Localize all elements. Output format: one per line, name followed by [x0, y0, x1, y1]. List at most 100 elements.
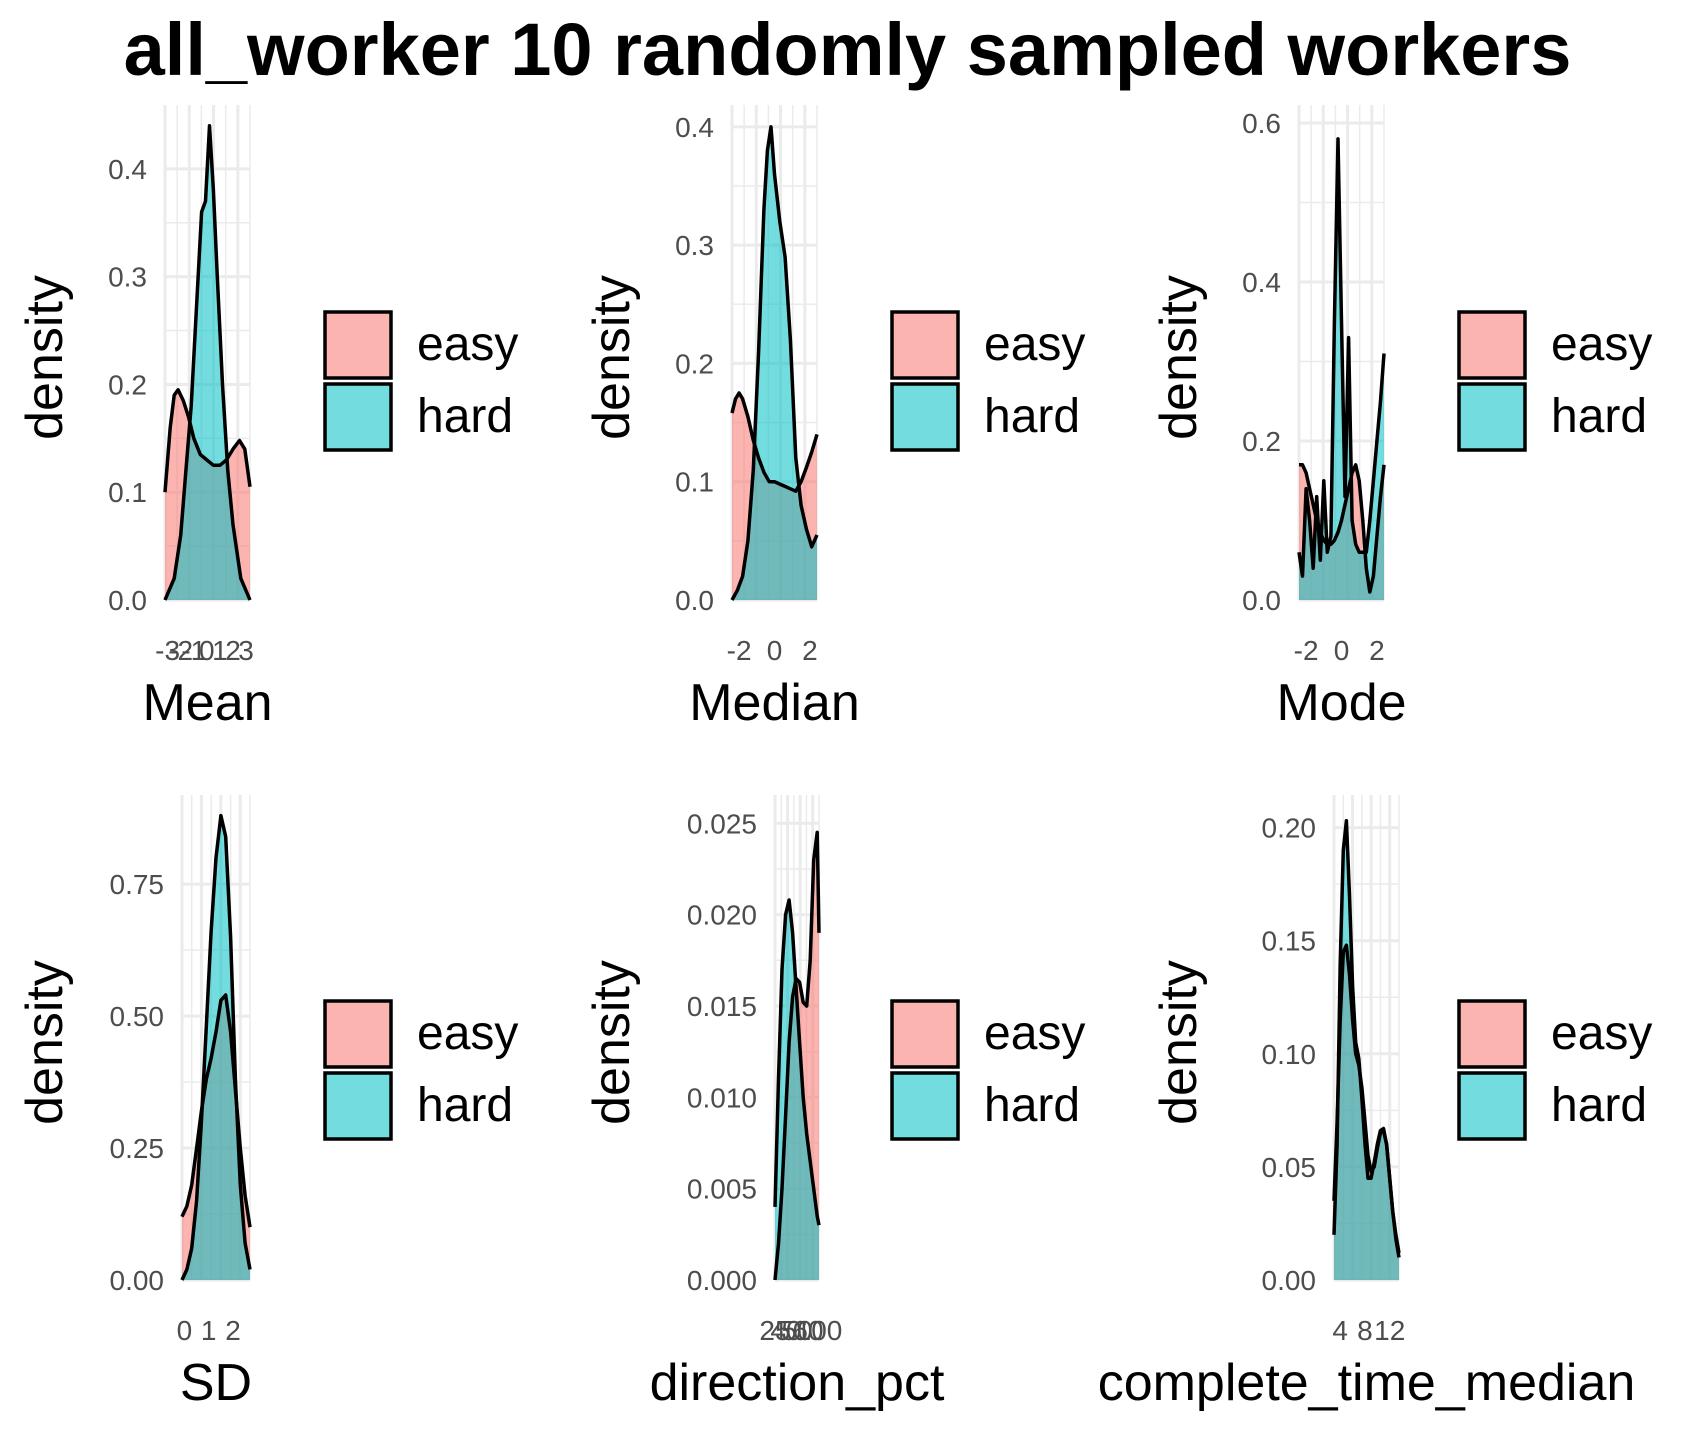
density-line-easy [1299, 463, 1386, 594]
legend-key-easy [1457, 999, 1527, 1069]
y-tick-label: 0.0 [108, 585, 147, 616]
x-tick-label: 2 [225, 635, 241, 666]
y-tick-label: 0.025 [687, 808, 757, 839]
x-tick-label: 2 [1369, 635, 1385, 666]
y-tick-label: 0.000 [687, 1265, 757, 1296]
legend-label-hard: hard [417, 390, 513, 443]
legend-key-hard [890, 1071, 960, 1141]
legend-key-hard [323, 1071, 393, 1141]
density-panel-2: 0.0 0.1 0.2 0.3 0.4 -2 0 2 density Median easy hard [583, 105, 1085, 732]
legend-label-easy: easy [417, 1007, 518, 1060]
density-panel-3: 0.0 0.2 0.4 0.6 -2 0 2 density Mode easy hard [1150, 105, 1652, 732]
y-tick-label: 0.3 [675, 230, 714, 261]
y-tick-label: 0.25 [110, 1133, 165, 1164]
y-tick-label: 0.6 [1242, 108, 1281, 139]
y-tick-label: 0.20 [1262, 813, 1317, 844]
x-tick-label: 40 [770, 1315, 801, 1346]
y-tick-label: 0.1 [108, 477, 147, 508]
y-tick-label: 0.3 [108, 262, 147, 293]
density-panel-4: 0.00 0.25 0.50 0.75 0 1 2 density SD easy hard [16, 795, 518, 1412]
legend-key-easy [1457, 310, 1527, 380]
x-tick-label: -2 [168, 635, 193, 666]
density-panel-5: 0.000 0.005 0.010 0.015 0.020 0.025 2540506010… [583, 795, 1085, 1412]
y-tick-label: 0.020 [687, 900, 757, 931]
legend-label-easy: easy [984, 318, 1085, 371]
legend-key-hard [323, 382, 393, 452]
x-tick-label: -1 [181, 635, 206, 666]
y-tick-label: 0.2 [1242, 426, 1281, 457]
x-tick-label: 2 [802, 635, 818, 666]
y-axis-title: density [1150, 275, 1208, 440]
legend-key-easy [323, 999, 393, 1069]
x-tick-label: 0 [199, 635, 215, 666]
legend-key-hard [1457, 1071, 1527, 1141]
density-line-hard [163, 124, 252, 601]
density-line-hard [773, 898, 821, 1226]
x-axis-title: Mode [1276, 674, 1406, 732]
density-line-hard [180, 813, 252, 1281]
x-tick-label: 0 [1334, 635, 1350, 666]
y-axis-title: density [16, 275, 74, 440]
density-line-hard [1332, 819, 1401, 1258]
density-panel-6: 0.00 0.05 0.10 0.15 0.20 4 8 12 density complete_… [1098, 795, 1652, 1412]
legend-label-easy: easy [417, 318, 518, 371]
density-line-easy [773, 830, 821, 1281]
y-tick-label: 0.0 [1242, 585, 1281, 616]
y-axis-title: density [583, 275, 641, 440]
x-axis-title: complete_time_median [1098, 1354, 1636, 1412]
y-tick-label: 0.015 [687, 991, 757, 1022]
legend-key-hard [890, 382, 960, 452]
legend-label-hard: hard [984, 390, 1080, 443]
x-axis-title: Median [689, 674, 860, 732]
x-tick-label: 0 [177, 1315, 193, 1346]
x-tick-label: 25 [759, 1315, 790, 1346]
y-axis-title: density [16, 960, 74, 1125]
density-area-hard [775, 900, 819, 1280]
legend-key-hard [1457, 382, 1527, 452]
legend-key-easy [323, 310, 393, 380]
legend-key-easy [890, 999, 960, 1069]
density-line-easy [163, 388, 252, 493]
density-line-easy [730, 391, 819, 493]
x-tick-label: 8 [1357, 1315, 1373, 1346]
density-line-hard [1297, 137, 1386, 578]
x-tick-label: 1 [201, 1315, 217, 1346]
y-tick-label: 0.2 [675, 348, 714, 379]
x-tick-label: 0 [767, 635, 783, 666]
x-tick-label: -2 [727, 635, 752, 666]
x-tick-label: 60 [792, 1315, 823, 1346]
x-axis-title: Mean [142, 674, 272, 732]
y-tick-label: 0.2 [108, 369, 147, 400]
legend-label-hard: hard [1551, 390, 1647, 443]
y-tick-label: 0.0 [675, 585, 714, 616]
x-tick-label: 2 [225, 1315, 241, 1346]
x-axis-title: direction_pct [650, 1354, 945, 1412]
y-tick-label: 0.00 [110, 1265, 165, 1296]
y-tick-label: 0.75 [110, 869, 165, 900]
figure-title: all_worker 10 randomly sampled workers [123, 8, 1572, 91]
x-tick-label: 4 [1332, 1315, 1348, 1346]
y-axis-title: density [583, 960, 641, 1125]
x-axis-title: SD [180, 1354, 252, 1412]
legend-label-hard: hard [1551, 1079, 1647, 1132]
legend-key-easy [890, 310, 960, 380]
y-tick-label: 0.50 [110, 1001, 165, 1032]
x-tick-label: -2 [1294, 635, 1319, 666]
x-tick-label: 1 [212, 635, 228, 666]
x-tick-label: -3 [155, 635, 180, 666]
x-tick-label: 50 [781, 1315, 812, 1346]
legend-label-easy: easy [1551, 1007, 1652, 1060]
legend-label-hard: hard [417, 1079, 513, 1132]
y-tick-label: 0.4 [108, 154, 147, 185]
y-tick-label: 0.10 [1262, 1039, 1317, 1070]
y-tick-label: 0.15 [1262, 926, 1317, 957]
x-tick-label: 100 [796, 1315, 843, 1346]
y-tick-label: 0.4 [1242, 267, 1281, 298]
y-tick-label: 0.05 [1262, 1152, 1317, 1183]
y-tick-label: 0.005 [687, 1174, 757, 1205]
y-axis-title: density [1150, 960, 1208, 1125]
y-tick-label: 0.00 [1262, 1265, 1317, 1296]
legend-label-easy: easy [1551, 318, 1652, 371]
